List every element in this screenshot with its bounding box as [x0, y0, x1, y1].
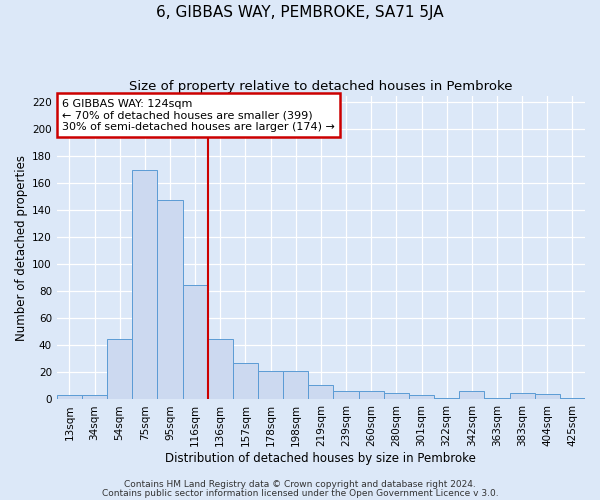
- Bar: [182, 284, 208, 400]
- Bar: [57, 396, 82, 400]
- Bar: [484, 398, 509, 400]
- Bar: [82, 396, 107, 400]
- Text: 6, GIBBAS WAY, PEMBROKE, SA71 5JA: 6, GIBBAS WAY, PEMBROKE, SA71 5JA: [156, 5, 444, 20]
- Bar: [334, 392, 359, 400]
- Bar: [509, 392, 535, 400]
- Bar: [459, 392, 484, 400]
- X-axis label: Distribution of detached houses by size in Pembroke: Distribution of detached houses by size …: [166, 452, 476, 465]
- Bar: [560, 398, 585, 400]
- Title: Size of property relative to detached houses in Pembroke: Size of property relative to detached ho…: [129, 80, 512, 93]
- Y-axis label: Number of detached properties: Number of detached properties: [15, 154, 28, 340]
- Text: 6 GIBBAS WAY: 124sqm
← 70% of detached houses are smaller (399)
30% of semi-deta: 6 GIBBAS WAY: 124sqm ← 70% of detached h…: [62, 98, 335, 132]
- Bar: [434, 398, 459, 400]
- Bar: [283, 371, 308, 400]
- Bar: [384, 392, 409, 400]
- Bar: [535, 394, 560, 400]
- Bar: [409, 396, 434, 400]
- Bar: [308, 384, 334, 400]
- Bar: [132, 170, 157, 400]
- Text: Contains public sector information licensed under the Open Government Licence v : Contains public sector information licen…: [101, 489, 499, 498]
- Bar: [233, 363, 258, 400]
- Bar: [208, 338, 233, 400]
- Bar: [258, 371, 283, 400]
- Bar: [107, 338, 132, 400]
- Bar: [157, 200, 182, 400]
- Text: Contains HM Land Registry data © Crown copyright and database right 2024.: Contains HM Land Registry data © Crown c…: [124, 480, 476, 489]
- Bar: [359, 392, 384, 400]
